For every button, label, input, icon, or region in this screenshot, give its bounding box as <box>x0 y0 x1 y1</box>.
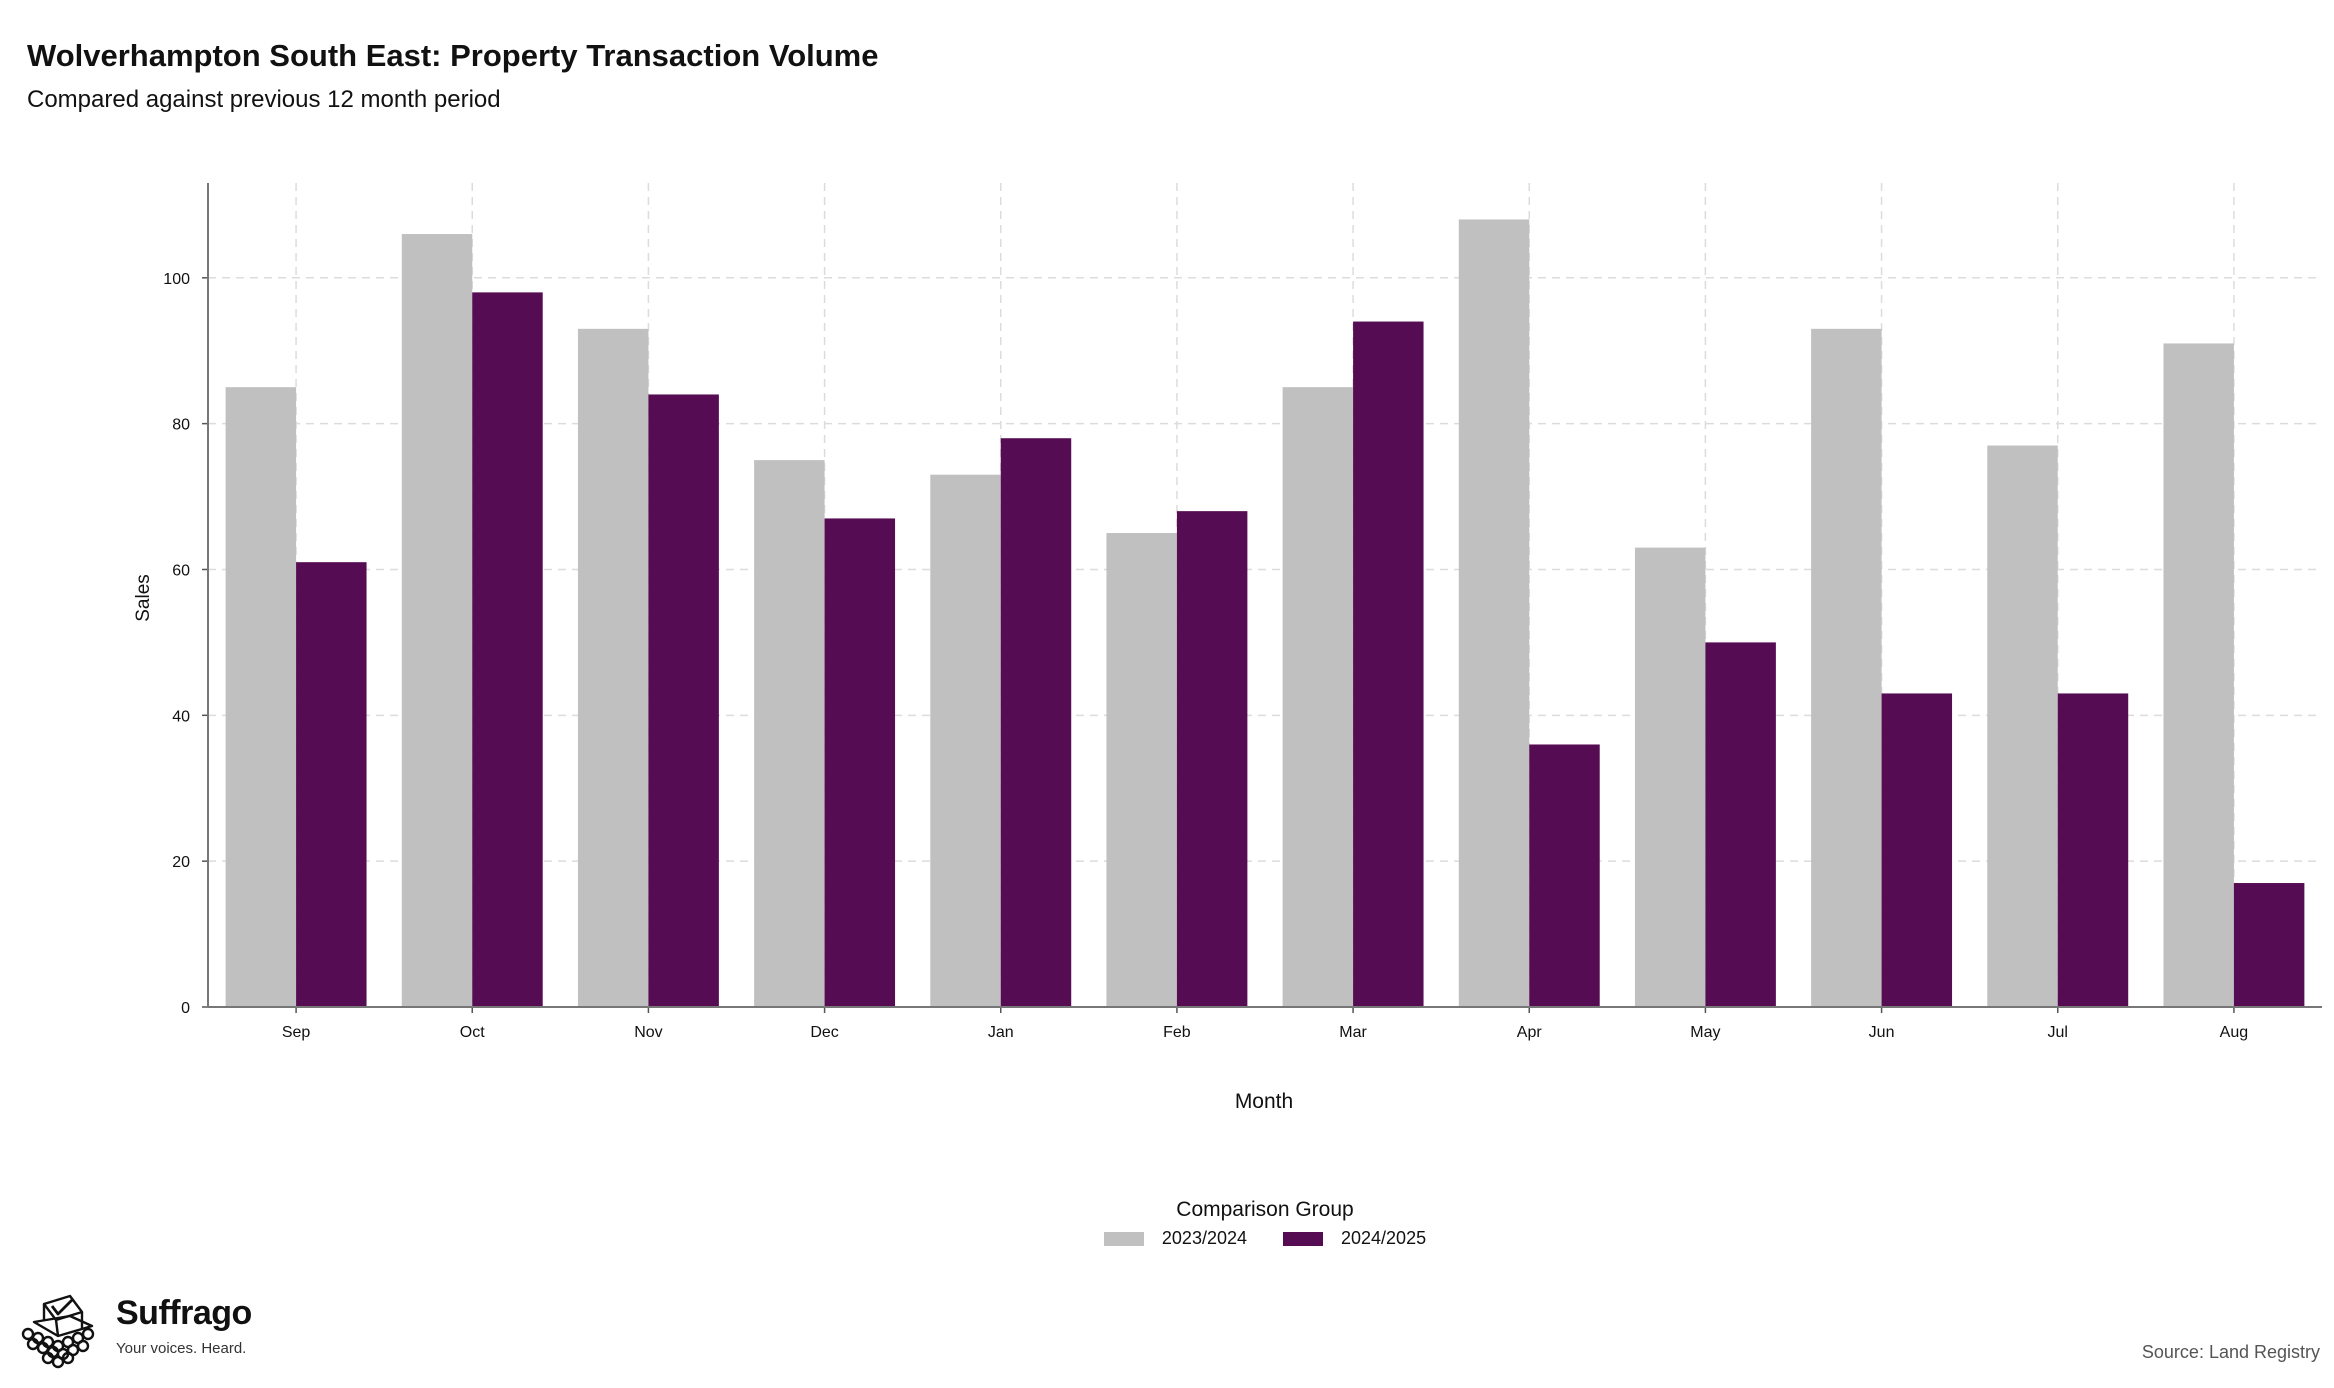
x-tick-label: Oct <box>460 1024 485 1041</box>
y-axis-title: Sales <box>133 574 154 622</box>
y-tick-label: 80 <box>172 417 190 434</box>
x-tick-label: Nov <box>634 1024 662 1041</box>
x-tick-label: Mar <box>1339 1024 1367 1041</box>
x-tick-label: Apr <box>1517 1024 1543 1041</box>
y-tick-label: 0 <box>181 1000 190 1017</box>
x-tick-label: Aug <box>2220 1024 2248 1041</box>
x-tick-label: Jan <box>988 1024 1014 1041</box>
x-axis-title: Month <box>1235 1090 1293 1113</box>
bar-2023-2024-may <box>1634 547 1706 1007</box>
bar-2023-2024-nov <box>577 328 649 1007</box>
bar-2023-2024-feb <box>1106 533 1177 1007</box>
x-tick-label: Dec <box>810 1024 838 1041</box>
bar-2023-2024-mar <box>1282 387 1354 1007</box>
bar-2024-2025-may <box>1705 642 1776 1007</box>
bar-2024-2025-mar <box>1353 321 1424 1007</box>
y-tick-label: 100 <box>163 271 190 288</box>
bar-2024-2025-jul <box>2057 693 2129 1007</box>
x-tick-label: Feb <box>1163 1024 1191 1041</box>
legend-item-2023-2024: 2023/2024 <box>1103 1228 1247 1249</box>
axes-layer: 0 20 40 60 80 100 Sep Oct Nov Dec Jan Feb Mar Apr May J… <box>163 183 2322 1041</box>
legend-swatch-2024-2025 <box>1283 1231 1323 1246</box>
bar-2024-2025-nov <box>648 394 719 1008</box>
y-tick-label: 40 <box>172 708 190 725</box>
legend-swatch-2023-2024 <box>1103 1231 1144 1246</box>
x-tick-label: Jul <box>2048 1024 2068 1041</box>
bar-2024-2025-feb <box>1176 511 1248 1007</box>
y-tick-label: 20 <box>172 854 190 871</box>
bar-2024-2025-apr <box>1529 744 1600 1007</box>
bar-2023-2024-oct <box>401 234 473 1007</box>
brand-name: Suffrago <box>116 1294 252 1332</box>
bars-layer <box>225 219 2305 1008</box>
bar-2023-2024-dec <box>754 460 825 1007</box>
bar-2024-2025-dec <box>824 518 896 1007</box>
bar-2024-2025-sep <box>296 562 367 1007</box>
bar-2023-2024-aug <box>2163 343 2234 1007</box>
chart-legend: Comparison Group 2023/2024 2024/2025 <box>1000 1198 1530 1249</box>
chart-title: Wolverhampton South East: Property Trans… <box>27 38 879 73</box>
x-tick-label: May <box>1690 1024 1720 1041</box>
brand-tagline: Your voices. Heard. <box>116 1340 247 1357</box>
ballot-box-icon <box>21 1294 95 1369</box>
legend-item-2024-2025: 2024/2025 <box>1283 1228 1426 1249</box>
legend-title: Comparison Group <box>1176 1198 1354 1221</box>
x-tick-label: Sep <box>282 1024 311 1041</box>
source-note: Source: Land Registry <box>2141 1342 2320 1362</box>
legend-label-2023-2024: 2023/2024 <box>1161 1228 1247 1248</box>
x-tick-label: Jun <box>1869 1024 1895 1041</box>
y-tick-label: 60 <box>172 562 190 579</box>
bar-2024-2025-jun <box>1881 693 1953 1007</box>
legend-label-2024-2025: 2024/2025 <box>1341 1228 1427 1248</box>
bar-2023-2024-jul <box>1987 445 2058 1007</box>
bar-2023-2024-jan <box>930 474 1001 1008</box>
bar-2024-2025-aug <box>2233 883 2305 1007</box>
bar-2024-2025-jan <box>1000 438 1072 1007</box>
bar-2023-2024-apr <box>1458 219 1530 1007</box>
brand-logo: Suffrago Your voices. Heard. <box>14 1292 252 1374</box>
bar-2023-2024-jun <box>1811 328 1882 1007</box>
bar-2023-2024-sep <box>225 387 297 1007</box>
bar-2024-2025-oct <box>472 292 543 1008</box>
chart-subtitle: Compared against previous 12 month perio… <box>27 86 501 113</box>
